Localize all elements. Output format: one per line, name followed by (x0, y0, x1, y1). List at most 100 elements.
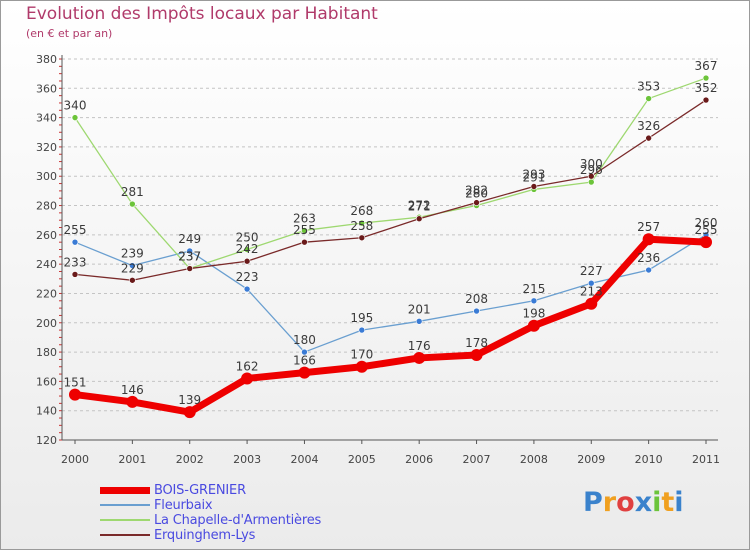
data-label-erquinghem-lys: 242 (236, 242, 259, 256)
legend-item-erquinghem-lys: Erquinghem-Lys (100, 528, 430, 543)
series-line-erquinghem-lys (74, 99, 707, 281)
data-point-erquinghem-lys (473, 199, 480, 206)
data-label-la-chapelle-d-armenti-res: 296 (580, 163, 603, 177)
data-point-la-chapelle-d-armenti-res (301, 227, 308, 234)
data-point-bois-grenier (298, 366, 311, 379)
data-point-erquinghem-lys (129, 276, 136, 284)
y-tick-label: 180 (36, 346, 57, 359)
data-label-fleurbaix: 208 (465, 292, 488, 306)
data-point-fleurbaix (129, 262, 136, 269)
y-tick-label: 320 (36, 141, 57, 154)
data-point-la-chapelle-d-armenti-res (702, 74, 710, 82)
data-label-la-chapelle-d-armenti-res: 367 (695, 59, 718, 73)
y-tick-label: 120 (36, 434, 57, 447)
data-point-bois-grenier (642, 233, 655, 246)
legend-item-bois-grenier: BOIS-GRENIER (100, 483, 430, 498)
data-label-bois-grenier: 213 (580, 285, 603, 299)
data-label-la-chapelle-d-armenti-res: 263 (293, 211, 316, 225)
data-label-la-chapelle-d-armenti-res: 272 (408, 198, 431, 212)
data-point-la-chapelle-d-armenti-res (243, 246, 251, 253)
logo-letter: i (652, 487, 662, 518)
data-label-la-chapelle-d-armenti-res: 353 (637, 80, 660, 94)
data-label-fleurbaix: 201 (408, 302, 431, 316)
legend-label: BOIS-GRENIER (154, 483, 246, 498)
data-label-erquinghem-lys: 326 (637, 119, 660, 133)
data-point-erquinghem-lys (71, 271, 79, 278)
proxiti-logo: Proxiti (583, 487, 684, 518)
data-point-la-chapelle-d-armenti-res (71, 114, 79, 121)
data-label-fleurbaix: 239 (121, 247, 144, 261)
logo-letter: P (583, 487, 603, 518)
legend-label: La Chapelle-d'Armentières (154, 513, 322, 528)
data-label-erquinghem-lys: 237 (178, 250, 201, 264)
data-label-la-chapelle-d-armenti-res: 250 (236, 231, 259, 245)
x-tick-label: 2009 (577, 453, 605, 466)
data-point-fleurbaix (186, 247, 194, 255)
data-label-fleurbaix: 215 (522, 282, 545, 296)
data-point-bois-grenier (413, 351, 426, 364)
data-label-bois-grenier: 162 (236, 359, 259, 373)
x-tick-label: 2001 (118, 453, 146, 466)
y-tick-label: 160 (36, 375, 57, 388)
y-tick-label: 280 (36, 200, 57, 213)
x-tick-label: 2000 (61, 453, 89, 466)
data-label-bois-grenier: 151 (64, 376, 87, 390)
data-label-bois-grenier: 178 (465, 336, 488, 350)
data-point-bois-grenier (527, 319, 540, 332)
data-label-fleurbaix: 236 (637, 251, 660, 265)
data-point-la-chapelle-d-armenti-res (587, 178, 595, 186)
data-point-bois-grenier (126, 395, 139, 408)
data-label-erquinghem-lys: 255 (293, 223, 316, 237)
data-label-fleurbaix: 223 (236, 270, 259, 284)
data-point-fleurbaix (473, 307, 480, 315)
data-label-bois-grenier: 166 (293, 354, 316, 368)
legend-swatch (100, 504, 150, 506)
data-label-erquinghem-lys: 282 (465, 184, 488, 198)
y-tick-label: 380 (36, 53, 57, 66)
data-label-la-chapelle-d-armenti-res: 281 (121, 185, 144, 199)
data-point-fleurbaix (415, 318, 423, 325)
series-line-la-chapelle-d-armenti-res (74, 77, 707, 270)
legend-label: Fleurbaix (154, 498, 213, 513)
data-point-bois-grenier (470, 349, 483, 362)
data-point-bois-grenier (69, 388, 81, 401)
data-label-la-chapelle-d-armenti-res: 280 (465, 187, 488, 201)
data-label-la-chapelle-d-armenti-res: 237 (178, 250, 201, 264)
legend-item-fleurbaix: Fleurbaix (100, 498, 430, 513)
data-point-fleurbaix (71, 238, 79, 246)
data-label-la-chapelle-d-armenti-res: 291 (522, 170, 545, 184)
data-point-erquinghem-lys (587, 172, 595, 180)
chart-subtitle: (en € et par an) (26, 27, 113, 40)
data-point-erquinghem-lys (530, 183, 538, 190)
y-tick-label: 340 (36, 112, 57, 125)
data-point-fleurbaix (243, 285, 251, 293)
data-label-fleurbaix: 227 (580, 264, 603, 278)
data-label-erquinghem-lys: 293 (522, 167, 545, 181)
data-label-erquinghem-lys: 258 (350, 219, 373, 233)
y-tick-label: 240 (36, 258, 57, 271)
data-point-erquinghem-lys (186, 265, 194, 272)
data-point-fleurbaix (358, 326, 366, 334)
x-tick-label: 2010 (635, 453, 663, 466)
logo-letter: i (674, 487, 684, 518)
data-point-bois-grenier (241, 372, 254, 385)
data-label-bois-grenier: 198 (522, 307, 545, 321)
chart-title: Evolution des Impôts locaux par Habitant (26, 4, 378, 24)
logo-letter: r (602, 487, 617, 518)
data-label-la-chapelle-d-armenti-res: 268 (350, 204, 373, 218)
y-tick-label: 140 (36, 405, 57, 418)
data-label-erquinghem-lys: 352 (695, 81, 718, 95)
data-label-erquinghem-lys: 229 (121, 261, 144, 275)
data-point-fleurbaix (530, 297, 538, 305)
data-point-fleurbaix (587, 279, 595, 287)
data-label-bois-grenier: 139 (178, 393, 201, 407)
data-point-la-chapelle-d-armenti-res (129, 200, 136, 208)
y-tick-label: 260 (36, 229, 57, 242)
data-label-fleurbaix: 249 (178, 232, 201, 246)
data-point-erquinghem-lys (702, 96, 710, 104)
x-tick-label: 2006 (405, 453, 433, 466)
legend-swatch (100, 519, 150, 521)
x-tick-label: 2008 (520, 453, 548, 466)
x-tick-label: 2011 (692, 453, 720, 466)
